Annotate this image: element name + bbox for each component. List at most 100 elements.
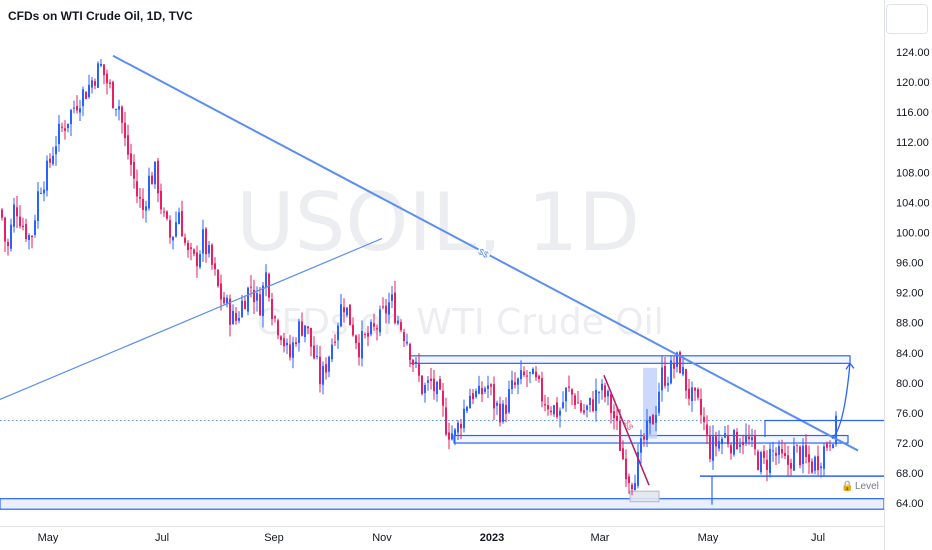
candle-body bbox=[637, 451, 639, 486]
candle-body bbox=[538, 375, 540, 379]
candle-body bbox=[376, 328, 378, 330]
candle-body bbox=[829, 445, 831, 447]
uptrend-line bbox=[0, 237, 383, 400]
watermark-name: CFDs on WTI Crude Oil bbox=[256, 302, 663, 343]
candle-body bbox=[706, 424, 708, 435]
candle-body bbox=[508, 389, 510, 413]
candle-body bbox=[367, 332, 369, 337]
candle-body bbox=[181, 210, 183, 237]
candle-body bbox=[787, 455, 789, 465]
candle-body bbox=[298, 321, 300, 343]
price-tick-label: 104.00 bbox=[896, 197, 930, 209]
flag-trend-line-pink bbox=[603, 375, 650, 486]
price-axis[interactable]: 124.00 120.00 116.00 112.00 108.00 104.00 100.… bbox=[884, 0, 930, 550]
candle-body bbox=[808, 454, 810, 463]
candle-body bbox=[532, 368, 534, 375]
candle-body bbox=[391, 294, 393, 301]
candle-body bbox=[133, 161, 135, 179]
price-tick-label: 120.00 bbox=[896, 77, 930, 89]
candle-body bbox=[478, 385, 480, 394]
candle-body bbox=[763, 451, 765, 458]
candle-body bbox=[817, 456, 819, 471]
time-tick-label: 2023 bbox=[480, 532, 504, 544]
candle-body bbox=[271, 299, 273, 320]
candle-body bbox=[406, 341, 408, 344]
candle-body bbox=[835, 415, 837, 445]
candle-body bbox=[670, 360, 672, 384]
candle-body bbox=[22, 225, 24, 228]
candle-body bbox=[373, 323, 375, 327]
time-tick-label: Jul bbox=[155, 532, 169, 544]
candle-body bbox=[76, 105, 78, 111]
candle-body bbox=[211, 244, 213, 265]
candle-body bbox=[94, 81, 96, 86]
candle-body bbox=[403, 332, 405, 342]
candle-body bbox=[385, 305, 387, 314]
candle-body bbox=[535, 371, 537, 378]
candle-body bbox=[643, 436, 645, 440]
candle-body bbox=[493, 384, 495, 409]
candle-body bbox=[685, 368, 687, 391]
candle-body bbox=[793, 446, 795, 471]
candle-body bbox=[217, 269, 219, 287]
candle-body bbox=[505, 404, 507, 414]
candle-body bbox=[364, 333, 366, 335]
candle-body bbox=[292, 342, 294, 358]
candle-body bbox=[316, 355, 318, 357]
candle-body bbox=[1, 209, 3, 218]
support-zone-bottom bbox=[0, 498, 885, 510]
price-tick-label: 72.00 bbox=[896, 438, 924, 450]
candle-body bbox=[163, 211, 165, 213]
candle-body bbox=[721, 438, 723, 445]
candle-body bbox=[103, 64, 105, 76]
candle-body bbox=[10, 224, 12, 249]
time-tick-label: Mar bbox=[591, 532, 610, 544]
candle-body bbox=[778, 446, 780, 455]
candle-body bbox=[451, 433, 453, 440]
chart-settings-button[interactable] bbox=[886, 4, 928, 34]
candle-body bbox=[265, 272, 267, 288]
march-low-box bbox=[629, 490, 660, 503]
price-tick-label: 96.00 bbox=[896, 258, 924, 270]
candle-body bbox=[322, 365, 324, 385]
candle-body bbox=[421, 375, 423, 395]
candle-body bbox=[280, 336, 282, 341]
candle-body bbox=[118, 106, 120, 110]
candle-body bbox=[664, 365, 666, 386]
candle-body bbox=[694, 387, 696, 391]
candle-body bbox=[124, 122, 126, 139]
time-axis[interactable]: May Jul Sep Nov 2023 Mar May Jul bbox=[0, 526, 884, 545]
candle-body bbox=[586, 405, 588, 410]
candle-body bbox=[520, 370, 522, 380]
candle-body bbox=[481, 388, 483, 395]
candle-body bbox=[253, 289, 255, 303]
candle-body bbox=[418, 364, 420, 376]
candle-body bbox=[484, 388, 486, 392]
watermark: USOIL, 1D CFDs on WTI Crude Oil bbox=[236, 176, 664, 343]
projection-arrow bbox=[831, 363, 851, 440]
candle-body bbox=[88, 84, 90, 98]
candle-body bbox=[562, 402, 564, 408]
candle-body bbox=[496, 402, 498, 406]
candle-body bbox=[427, 380, 429, 383]
candle-body bbox=[517, 378, 519, 385]
candle-body bbox=[319, 356, 321, 385]
candle-body bbox=[169, 220, 171, 238]
candle-body bbox=[160, 190, 162, 210]
candle-body bbox=[592, 399, 594, 411]
candle-body bbox=[616, 415, 618, 421]
candle-body bbox=[73, 107, 75, 109]
candle-body bbox=[652, 415, 654, 425]
time-tick-label: May bbox=[38, 532, 59, 544]
candle-body bbox=[40, 192, 42, 194]
candle-body bbox=[790, 463, 792, 469]
candle-body bbox=[262, 285, 264, 317]
chart-title: CFDs on WTI Crude Oil, 1D, TVC bbox=[8, 9, 193, 23]
candle-body bbox=[796, 444, 798, 446]
candle-body bbox=[769, 448, 771, 473]
candle-body bbox=[553, 405, 555, 415]
candle-body bbox=[550, 410, 552, 413]
time-tick-label: Nov bbox=[372, 532, 392, 544]
candle-body bbox=[784, 453, 786, 457]
